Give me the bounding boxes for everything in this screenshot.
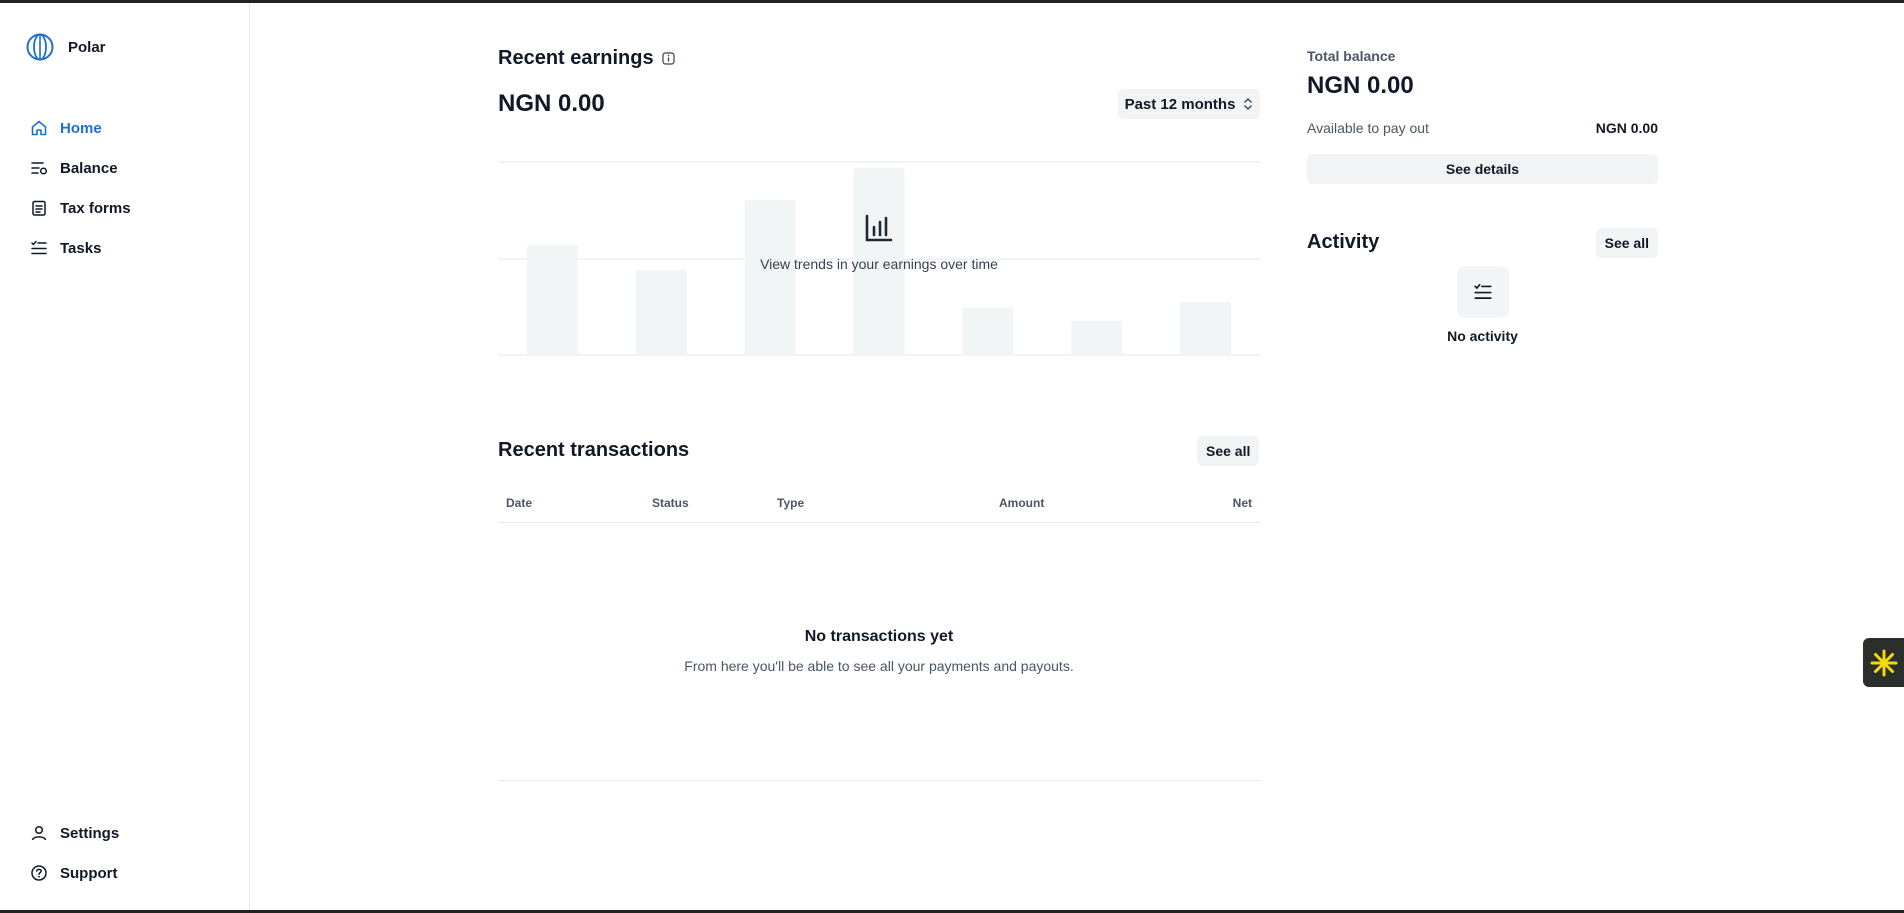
chart-bar [1071, 320, 1123, 355]
help-circle-icon [31, 865, 47, 881]
available-payout-value: NGN 0.00 [1595, 120, 1658, 136]
chart-bar [744, 200, 796, 355]
brand-name: Polar [68, 38, 106, 56]
divider [498, 780, 1260, 781]
sidebar-item-settings[interactable]: Settings [30, 813, 119, 853]
transactions-empty-subtitle: From here you'll be able to see all your… [684, 658, 1074, 674]
sidebar-item-balance[interactable]: Balance [30, 148, 131, 188]
transactions-empty-title: No transactions yet [804, 628, 954, 645]
column-header-amount[interactable]: Amount [999, 496, 1045, 510]
sidebar-item-label: Home [60, 119, 102, 137]
sidebar-item-label: Tax forms [60, 199, 131, 217]
chart-empty-state: View trends in your earnings over time [498, 213, 1260, 272]
balance-icon [31, 162, 48, 175]
chart-bar [962, 307, 1014, 355]
tasks-icon [31, 240, 47, 255]
total-balance-label: Total balance [1307, 48, 1396, 64]
period-select-label: Past 12 months [1124, 95, 1236, 113]
user-icon [31, 825, 47, 841]
sidebar-item-label: Settings [60, 824, 120, 842]
transactions-empty-state: No transactions yet From here you'll be … [498, 628, 1260, 674]
chart-bar [853, 167, 905, 355]
transactions-table-header: Date Status Type Amount Net [498, 491, 1260, 523]
sidebar-bottom-nav: Settings Support [30, 813, 119, 893]
tasks-icon [1474, 283, 1492, 299]
see-details-button[interactable]: See details [1307, 154, 1658, 184]
floating-widget-button[interactable] [1863, 638, 1904, 687]
document-icon [32, 200, 46, 216]
sidebar-item-label: Balance [60, 159, 118, 177]
activity-title: Activity [1307, 231, 1380, 253]
recent-earnings-title: Recent earnings [498, 47, 654, 69]
sidebar-item-tasks[interactable]: Tasks [30, 228, 131, 268]
sidebar-item-label: Support [60, 864, 118, 882]
bar-chart-icon [865, 214, 893, 242]
info-icon[interactable] [662, 52, 675, 65]
brand[interactable]: Polar [26, 33, 106, 61]
sidebar: Polar Home Balance Tax forms Tasks Setti… [0, 3, 250, 910]
sidebar-item-tax-forms[interactable]: Tax forms [30, 188, 131, 228]
chart-bar [635, 269, 687, 355]
column-header-date[interactable]: Date [506, 496, 533, 510]
chart-bar [1180, 302, 1232, 355]
period-select[interactable]: Past 12 months [1118, 89, 1260, 119]
transactions-see-all-button[interactable]: See all [1197, 436, 1260, 466]
total-balance-amount: NGN 0.00 [1307, 72, 1414, 99]
activity-empty-message: No activity [1447, 328, 1518, 344]
recent-transactions-title: Recent transactions [498, 439, 690, 461]
column-header-status[interactable]: Status [652, 496, 689, 510]
sidebar-nav: Home Balance Tax forms Tasks [30, 108, 131, 268]
chart-bar [526, 245, 578, 355]
chevron-up-down-icon [1244, 98, 1253, 110]
recent-earnings-heading: Recent earnings [498, 47, 675, 70]
earnings-chart [498, 161, 1260, 356]
activity-see-all-button[interactable]: See all [1595, 228, 1658, 258]
earnings-amount: NGN 0.00 [498, 90, 605, 117]
available-payout-label: Available to pay out [1307, 120, 1429, 136]
home-icon [31, 120, 47, 136]
chart-empty-message: View trends in your earnings over time [760, 256, 998, 272]
activity-icon-box [1457, 266, 1509, 318]
asterisk-icon [1870, 649, 1897, 676]
column-header-net[interactable]: Net [1232, 496, 1252, 510]
polar-logo-icon [26, 33, 54, 61]
sidebar-item-support[interactable]: Support [30, 853, 119, 893]
sidebar-item-home[interactable]: Home [30, 108, 131, 148]
sidebar-item-label: Tasks [60, 239, 102, 257]
column-header-type[interactable]: Type [777, 496, 805, 510]
